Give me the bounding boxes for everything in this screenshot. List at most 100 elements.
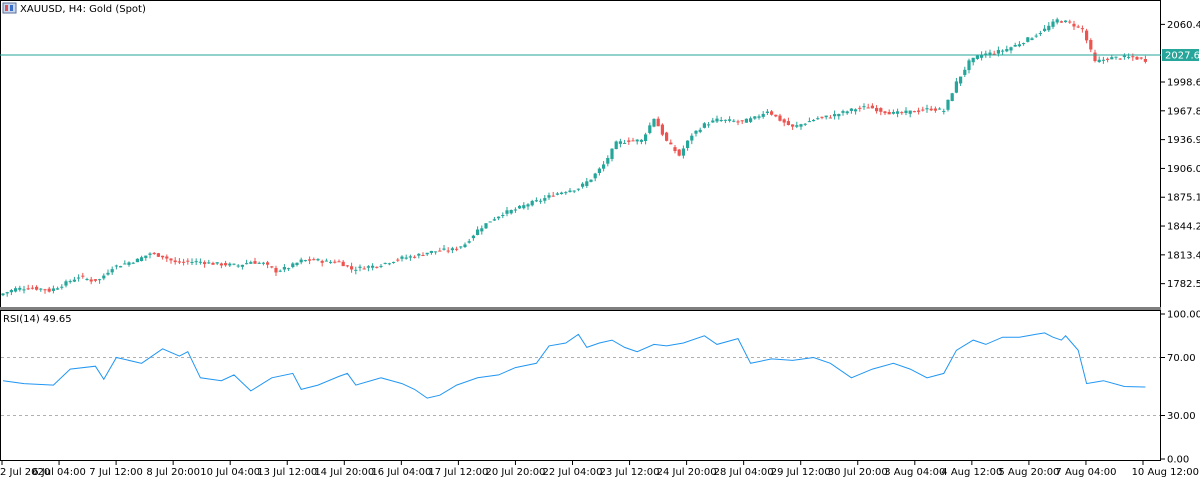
candle-body (677, 149, 681, 156)
candle-body (967, 60, 971, 71)
candle-body (1064, 20, 1068, 23)
time-tick-label: 17 Jul 12:00 (428, 467, 488, 478)
candle-body (954, 81, 958, 93)
candle-body (358, 266, 362, 268)
candle-body (891, 111, 895, 114)
candle-body (1026, 37, 1030, 42)
price-tick-label: 1782.52 (1167, 279, 1200, 290)
candle-body (757, 116, 761, 118)
candle-body (1127, 56, 1131, 58)
candle-body (14, 288, 18, 292)
candle-body (438, 250, 442, 252)
candle-body (434, 251, 438, 253)
candle-body (635, 139, 639, 142)
candle-body (996, 50, 1000, 54)
candle-body (467, 241, 471, 243)
candle-body (1122, 55, 1126, 58)
candle-body (610, 148, 614, 159)
price-pane[interactable] (0, 0, 1161, 308)
candle-body (589, 179, 593, 182)
candle-body (749, 118, 753, 122)
candle-body (971, 57, 975, 63)
price-layer (0, 17, 1161, 297)
candle-body (165, 256, 169, 259)
candle-body (371, 265, 375, 268)
candle-body (186, 260, 190, 262)
candle-body (337, 261, 341, 263)
candle-body (1139, 57, 1143, 59)
current-price-badge (1162, 49, 1199, 62)
candle-body (984, 53, 988, 56)
candle-body (450, 248, 454, 251)
candle-body (942, 110, 946, 112)
candle-body (177, 261, 181, 263)
candle-body (711, 120, 715, 123)
candle-body (22, 289, 26, 291)
candle-body (219, 263, 223, 266)
candle-body (576, 188, 580, 190)
candle-body (644, 134, 648, 142)
candle-body (270, 266, 274, 268)
candle-body (543, 198, 547, 201)
candle-body (606, 157, 610, 164)
rsi-tick-label: 0.00 (1167, 455, 1189, 466)
time-tick-label: 29 Jul 12:00 (771, 467, 831, 478)
candle-body (249, 262, 253, 264)
time-tick-label: 6 Jul 04:00 (32, 467, 86, 478)
candle-body (9, 290, 13, 293)
candle-body (148, 253, 152, 255)
candle-body (240, 264, 244, 267)
candle-body (992, 53, 996, 55)
candle-body (719, 120, 723, 122)
candle-body (274, 267, 278, 273)
candle-body (85, 278, 89, 280)
candle-body (408, 256, 412, 258)
rsi-pane[interactable] (0, 310, 1161, 461)
candle-body (421, 255, 425, 257)
candle-body (119, 266, 123, 268)
candle-body (702, 123, 706, 128)
candle-body (198, 261, 202, 263)
candle-body (816, 118, 820, 120)
candle-body (791, 124, 795, 127)
candle-body (366, 266, 370, 268)
candle-body (723, 119, 727, 121)
candle-body (887, 111, 891, 115)
chart-window-icon[interactable] (2, 2, 17, 14)
candle-body (539, 200, 543, 202)
candle-body (602, 164, 606, 169)
candle-body (43, 289, 47, 291)
candle-body (350, 266, 354, 270)
candle-body (547, 195, 551, 198)
candle-body (354, 269, 358, 271)
candle-body (287, 268, 291, 270)
candle-body (1055, 19, 1059, 23)
candle-body (387, 263, 391, 265)
candle-body (530, 200, 534, 206)
candle-body (669, 142, 673, 145)
candle-body (245, 263, 249, 265)
candle-body (383, 262, 387, 264)
candle-body (656, 118, 660, 127)
candle-body (98, 279, 102, 281)
candle-body (686, 140, 690, 149)
candle-body (173, 260, 177, 263)
candle-body (425, 252, 429, 255)
rsi-indicator-label: RSI(14) 49.65 (3, 314, 72, 325)
candle-body (963, 69, 967, 75)
candle-body (266, 262, 270, 265)
candle-body (1076, 26, 1080, 28)
candle-body (123, 263, 127, 265)
time-tick-label: 20 Jul 20:00 (485, 467, 545, 478)
price-tick-label: 1967.80 (1167, 106, 1200, 117)
header: XAUUSD, H4: Gold (Spot) RSI(14) 49.65 (2, 2, 146, 325)
candle-body (345, 265, 349, 267)
candle-body (404, 257, 408, 259)
candle-body (778, 115, 782, 121)
pane-separator[interactable] (0, 307, 1161, 310)
time-tick-label: 10 Jul 04:00 (200, 467, 260, 478)
candle-body (765, 111, 769, 113)
candle-body (694, 130, 698, 134)
candle-body (320, 260, 324, 263)
